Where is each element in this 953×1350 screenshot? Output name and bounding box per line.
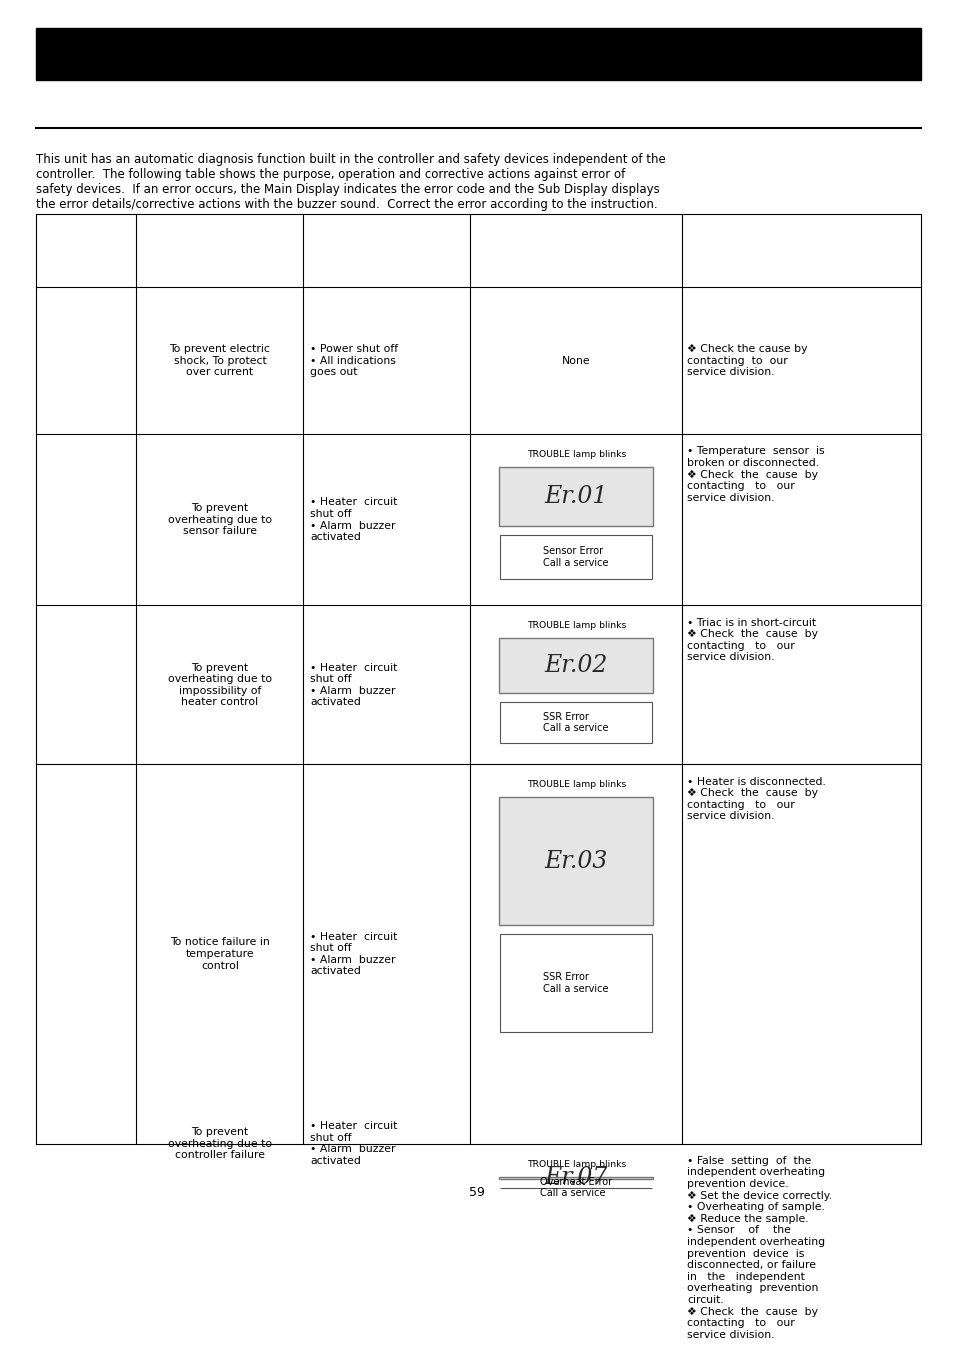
Text: To notice failure in
temperature
control: To notice failure in temperature control (170, 937, 270, 971)
Text: TROUBLE lamp blinks: TROUBLE lamp blinks (526, 780, 625, 790)
Text: ❖ Check the cause by
contacting  to  our
service division.: ❖ Check the cause by contacting to our s… (686, 344, 806, 378)
Text: To prevent
overheating due to
controller failure: To prevent overheating due to controller… (168, 1127, 272, 1160)
Bar (499, 535, 652, 579)
Text: TROUBLE lamp blinks: TROUBLE lamp blinks (526, 450, 625, 459)
Text: Er.01: Er.01 (544, 485, 607, 508)
Text: Sensor Error
Call a service: Sensor Error Call a service (543, 547, 608, 568)
Text: Overheat Error
Call a service: Overheat Error Call a service (539, 1177, 612, 1199)
FancyBboxPatch shape (498, 798, 653, 925)
Text: • Heater  circuit
shut off
• Alarm  buzzer
activated: • Heater circuit shut off • Alarm buzzer… (310, 497, 397, 543)
FancyBboxPatch shape (498, 1177, 653, 1179)
Text: This unit has an automatic diagnosis function built in the controller and safety: This unit has an automatic diagnosis fun… (36, 153, 665, 211)
FancyBboxPatch shape (498, 639, 653, 694)
Text: To prevent
overheating due to
impossibility of
heater control: To prevent overheating due to impossibil… (168, 663, 272, 707)
Text: TROUBLE lamp blinks: TROUBLE lamp blinks (526, 1160, 625, 1169)
Text: To prevent
overheating due to
sensor failure: To prevent overheating due to sensor fai… (168, 504, 272, 536)
Text: TROUBLE lamp blinks: TROUBLE lamp blinks (526, 621, 625, 630)
Text: • Temperature  sensor  is
broken or disconnected.
❖ Check  the  cause  by
contac: • Temperature sensor is broken or discon… (686, 447, 823, 502)
Text: None: None (561, 356, 590, 366)
Text: Er.02: Er.02 (544, 655, 607, 678)
Text: To prevent electric
shock, To protect
over current: To prevent electric shock, To protect ov… (170, 344, 270, 378)
Text: Er.07: Er.07 (544, 1166, 607, 1189)
Text: • Heater  circuit
shut off
• Alarm  buzzer
activated: • Heater circuit shut off • Alarm buzzer… (310, 663, 397, 707)
Text: SSR Error
Call a service: SSR Error Call a service (543, 972, 608, 994)
Bar (36, 28, 920, 80)
Text: • Heater is disconnected.
❖ Check  the  cause  by
contacting   to   our
service : • Heater is disconnected. ❖ Check the ca… (686, 776, 825, 822)
Text: • False  setting  of  the
independent overheating
prevention device.
❖ Set the d: • False setting of the independent overh… (686, 1156, 831, 1341)
FancyBboxPatch shape (498, 467, 653, 526)
Text: Er.03: Er.03 (544, 849, 607, 872)
Text: 59: 59 (469, 1187, 484, 1199)
Bar (499, 934, 652, 1033)
Text: SSR Error
Call a service: SSR Error Call a service (543, 711, 608, 733)
Text: • Triac is in short-circuit
❖ Check  the  cause  by
contacting   to   our
servic: • Triac is in short-circuit ❖ Check the … (686, 618, 817, 663)
Bar (499, 702, 652, 744)
Text: • Power shut off
• All indications
goes out: • Power shut off • All indications goes … (310, 344, 397, 378)
Text: • Heater  circuit
shut off
• Alarm  buzzer
activated: • Heater circuit shut off • Alarm buzzer… (310, 1122, 397, 1166)
Text: • Heater  circuit
shut off
• Alarm  buzzer
activated: • Heater circuit shut off • Alarm buzzer… (310, 931, 397, 976)
